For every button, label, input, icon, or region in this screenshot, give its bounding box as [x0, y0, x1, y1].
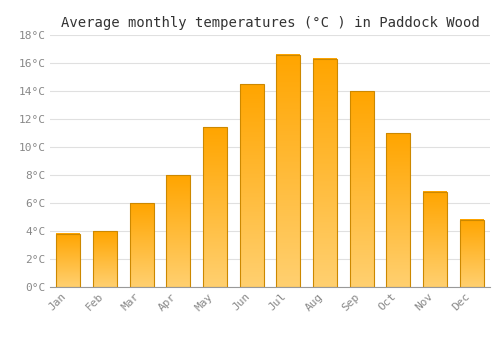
Bar: [350, 91, 374, 287]
Bar: [313, 59, 337, 287]
Bar: [93, 231, 117, 287]
Bar: [130, 203, 154, 287]
Title: Average monthly temperatures (°C ) in Paddock Wood: Average monthly temperatures (°C ) in Pa…: [60, 16, 480, 30]
Bar: [386, 133, 410, 287]
Bar: [56, 234, 80, 287]
Bar: [460, 220, 483, 287]
Bar: [423, 192, 447, 287]
Bar: [276, 55, 300, 287]
Bar: [240, 84, 264, 287]
Bar: [203, 127, 227, 287]
Bar: [166, 175, 190, 287]
